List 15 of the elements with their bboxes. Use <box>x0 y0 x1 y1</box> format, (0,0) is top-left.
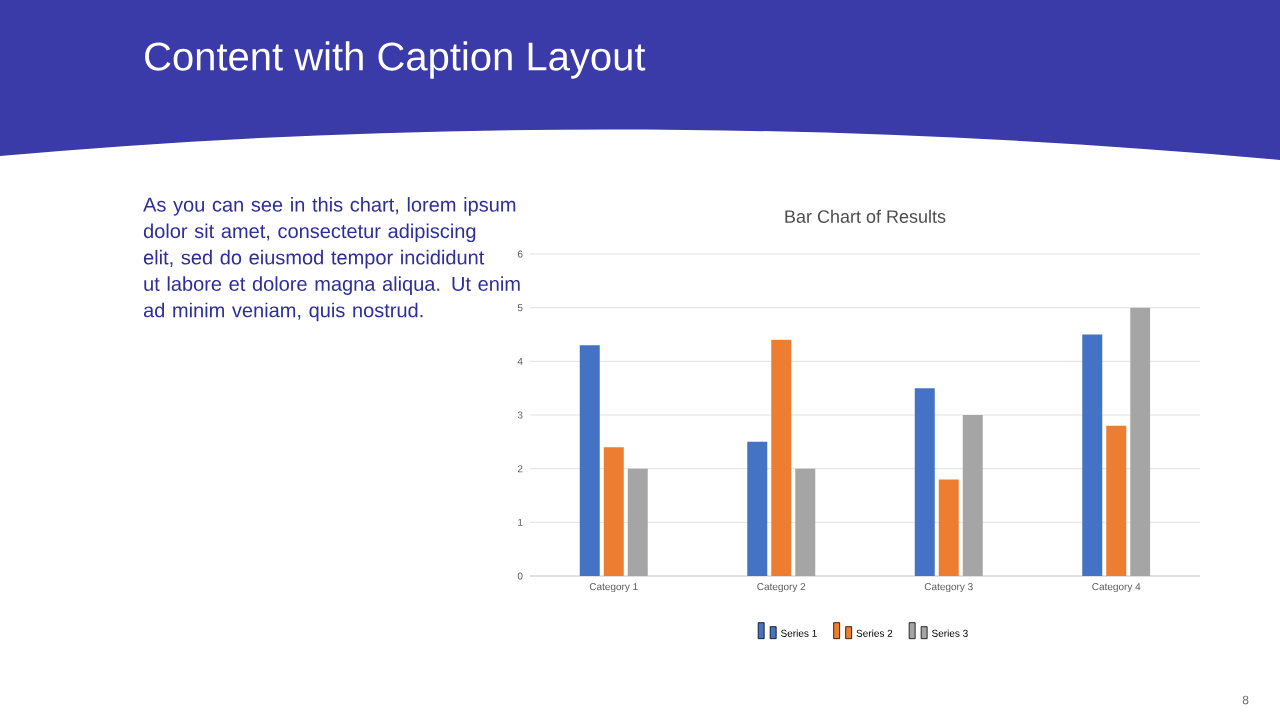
bar <box>627 468 648 576</box>
bar <box>795 468 816 576</box>
bar <box>1106 425 1127 576</box>
text: Content with Caption Layout <box>145 41 646 79</box>
bar <box>747 441 768 576</box>
chart-title: Bar Chart of Results <box>785 209 946 223</box>
bar <box>1082 334 1103 576</box>
bar <box>579 345 600 576</box>
bar <box>962 415 983 576</box>
bar <box>771 339 792 576</box>
bar <box>603 447 624 576</box>
text: As you can see in this chart, lorem ipsum dolor sit amet, consectetur adipiscing elit, sed do eiusmod tempor incididunt ut labore et dolore magna aliqua. Ut enim ad minim veniam, quis nostrud. <box>143 197 520 322</box>
bar <box>938 479 959 576</box>
bar <box>1130 307 1151 576</box>
bar <box>914 388 935 576</box>
